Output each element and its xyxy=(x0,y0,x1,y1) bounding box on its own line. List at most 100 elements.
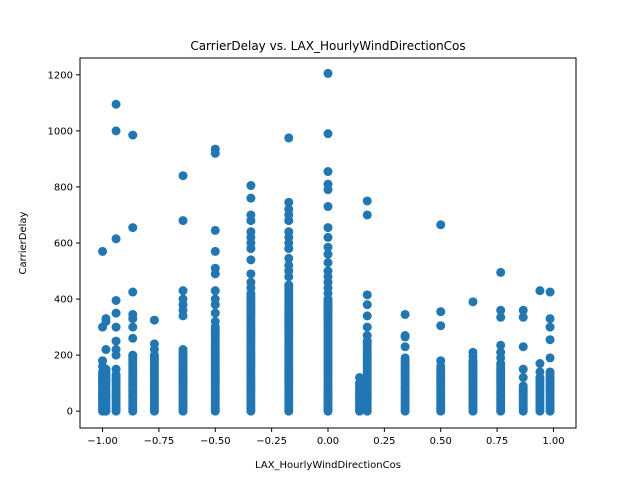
scatter-point xyxy=(246,255,256,265)
scatter-point xyxy=(101,314,111,324)
scatter-point xyxy=(111,322,121,332)
scatter-point xyxy=(323,129,333,139)
scatter-point xyxy=(178,294,188,304)
x-axis-label: LAX_HourlyWindDirectionCos xyxy=(255,460,401,471)
scatter-point xyxy=(178,345,188,355)
scatter-point xyxy=(149,315,159,325)
scatter-point xyxy=(400,353,410,363)
y-axis-label: CarrierDelay xyxy=(18,211,29,274)
scatter-point xyxy=(496,340,506,350)
scatter-point xyxy=(323,167,333,177)
x-tick-label: 1.00 xyxy=(542,436,564,447)
y-tick-label: 0 xyxy=(67,407,73,418)
scatter-point xyxy=(436,321,446,331)
scatter-point xyxy=(128,333,138,343)
scatter-point xyxy=(178,216,188,226)
scatter-point xyxy=(210,294,220,304)
points-layer xyxy=(98,68,555,416)
scatter-point xyxy=(323,202,333,212)
scatter-point xyxy=(518,381,528,391)
scatter-point xyxy=(496,347,506,357)
scatter-point xyxy=(111,336,121,346)
scatter-point xyxy=(284,260,294,270)
x-tick-label: 0.75 xyxy=(486,436,508,447)
x-axis-ticks: −1.00 −0.75 −0.50 −0.25 0.00 0.25 0.50 0.75 1.00 xyxy=(87,428,565,447)
scatter-point xyxy=(545,287,555,297)
scatter-point xyxy=(284,197,294,207)
y-tick-label: 200 xyxy=(54,351,73,362)
scatter-point xyxy=(128,130,138,140)
scatter-point xyxy=(246,277,256,287)
scatter-point xyxy=(284,133,294,143)
x-tick-label: 0.25 xyxy=(373,436,395,447)
scatter-point xyxy=(111,295,121,305)
scatter-point xyxy=(545,314,555,324)
x-tick-label: −0.25 xyxy=(256,436,287,447)
scatter-point xyxy=(362,210,372,220)
scatter-point xyxy=(518,364,528,374)
scatter-point xyxy=(545,367,555,377)
x-tick-label: −0.50 xyxy=(200,436,231,447)
scatter-point xyxy=(284,280,294,290)
scatter-point xyxy=(518,373,528,383)
scatter-point xyxy=(284,253,294,263)
scatter-point xyxy=(111,308,121,318)
y-tick-label: 800 xyxy=(54,182,73,193)
scatter-point xyxy=(362,322,372,332)
scatter-point xyxy=(246,269,256,279)
scatter-point xyxy=(535,367,545,377)
scatter-point xyxy=(436,220,446,230)
scatter-point xyxy=(496,305,506,315)
chart-title: CarrierDelay vs. LAX_HourlyWindDirection… xyxy=(190,39,465,53)
scatter-point xyxy=(111,364,121,374)
y-tick-label: 1200 xyxy=(48,70,73,81)
scatter-point xyxy=(545,322,555,332)
scatter-point xyxy=(323,258,333,268)
scatter-point xyxy=(362,300,372,310)
scatter-point xyxy=(323,68,333,78)
x-tick-label: −0.75 xyxy=(144,436,175,447)
y-tick-label: 400 xyxy=(54,295,73,306)
scatter-point xyxy=(128,350,138,360)
x-tick-label: 0.00 xyxy=(317,436,339,447)
y-tick-label: 600 xyxy=(54,239,73,250)
scatter-point xyxy=(436,356,446,366)
scatter-point xyxy=(210,246,220,256)
scatter-point xyxy=(400,309,410,319)
scatter-point xyxy=(518,312,528,322)
scatter-point xyxy=(518,305,528,315)
scatter-point xyxy=(128,223,138,233)
scatter-point xyxy=(545,353,555,363)
scatter-point xyxy=(535,286,545,296)
scatter-point xyxy=(246,210,256,220)
scatter-point xyxy=(111,234,121,244)
scatter-point xyxy=(111,345,121,355)
scatter-point xyxy=(496,267,506,277)
scatter-point xyxy=(178,286,188,296)
scatter-point xyxy=(323,223,333,233)
scatter-point xyxy=(323,232,333,242)
scatter-point xyxy=(400,342,410,352)
scatter-point xyxy=(246,227,256,237)
x-tick-label: 0.50 xyxy=(430,436,452,447)
y-tick-label: 1000 xyxy=(48,126,73,137)
scatter-point xyxy=(323,179,333,189)
scatter-point xyxy=(128,287,138,297)
scatter-point xyxy=(362,331,372,340)
scatter-point xyxy=(210,144,220,154)
scatter-point xyxy=(518,342,528,352)
scatter-point xyxy=(210,308,220,318)
scatter-point xyxy=(210,225,220,235)
scatter-point xyxy=(355,373,365,383)
scatter-point xyxy=(362,290,372,300)
x-tick-label: −1.00 xyxy=(87,436,118,447)
scatter-point xyxy=(400,331,410,340)
scatter-point xyxy=(98,246,108,256)
scatter-point xyxy=(246,181,256,191)
scatter-point xyxy=(323,266,333,276)
scatter-point xyxy=(362,196,372,206)
scatter-point xyxy=(468,297,478,307)
scatter-point xyxy=(101,364,111,374)
